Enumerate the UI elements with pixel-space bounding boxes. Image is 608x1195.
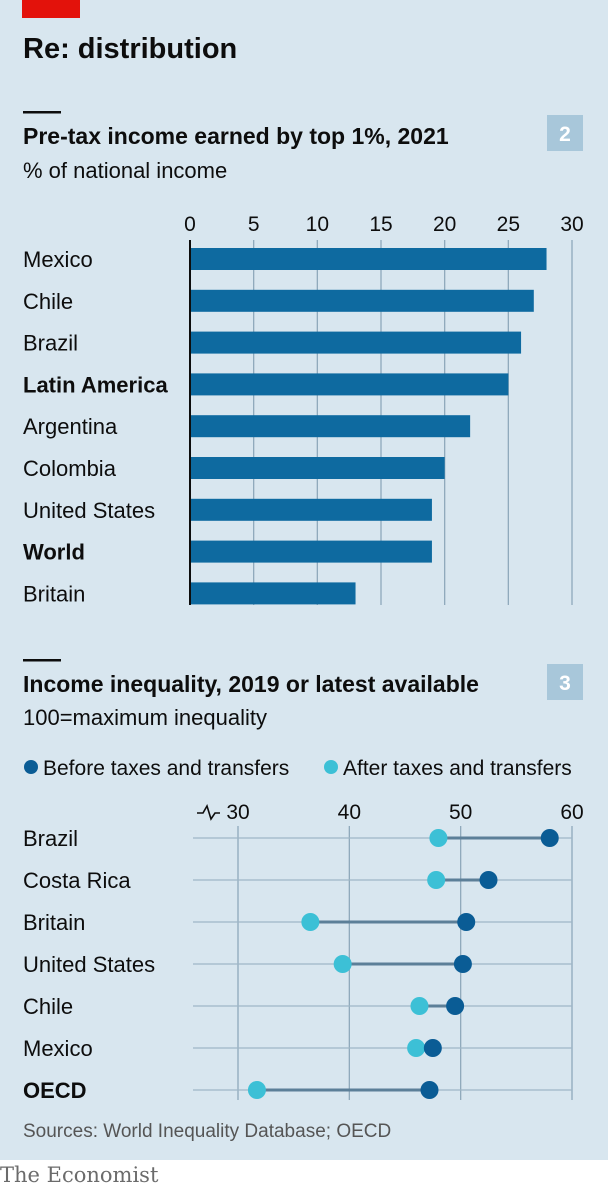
dot-category-label: Chile [23,994,73,1019]
dot-category-label: Brazil [23,826,78,851]
bar-category-label: Brazil [23,331,78,356]
dumbbell-chart: 30 40 50 60 Brazil Costa Rica Britain United St… [23,801,584,1103]
source-note: Sources: World Inequality Database; OECD [23,1121,391,1142]
bar-x-tick-label: 25 [497,213,520,236]
dot-x-tick-label: 30 [226,801,249,824]
chart3-title: Income inequality, 2019 or latest availa… [23,671,479,697]
after-taxes-point [427,871,446,889]
legend-before-marker [24,760,38,774]
dot-category-label: Britain [23,910,85,935]
bar-x-tick-label: 30 [560,213,583,236]
bar-category-label: United States [23,498,155,523]
bar [190,582,356,605]
chart3-number: 3 [559,672,571,695]
after-taxes-point [301,913,320,931]
axis-break-icon [197,803,220,821]
bar-category-label: Latin America [23,372,168,397]
charts-canvas: Re: distribution Pre-tax income earned b… [23,33,584,1142]
after-taxes-point [247,1081,266,1099]
bar-x-tick-label: 5 [248,213,260,236]
bar-chart: 0 5 10 15 20 25 30 Mexico Chile Brazil Latin Ameri… [23,213,584,606]
bar-x-tick-label: 15 [369,213,392,236]
bar [190,289,534,312]
bar-category-label: Britain [23,581,85,606]
dot-category-label: OECD [23,1078,87,1103]
legend-before-label: Before taxes and transfers [43,757,289,780]
before-taxes-point [446,997,465,1015]
after-taxes-point [407,1039,426,1057]
chart3-number-badge [547,664,583,700]
bar [190,248,547,270]
legend-after-marker [324,760,338,774]
bar [190,540,432,563]
chart2-number: 2 [559,123,571,146]
dot-category-label: Costa Rica [23,868,131,893]
after-taxes-point [429,829,448,847]
bar [190,457,445,479]
bar [190,415,471,438]
bar-x-tick-label: 10 [306,213,329,236]
dot-x-tick-label: 60 [560,801,583,824]
before-taxes-point [420,1081,439,1099]
before-taxes-point [453,955,472,973]
chart3-title-rule [23,659,61,662]
bar-x-tick-label: 0 [184,213,196,236]
before-taxes-point [457,913,476,931]
bar-category-label: Chile [23,289,73,314]
bar-category-label: Argentina [23,414,118,439]
chart2-title-rule [23,111,61,114]
chart3-subtitle: 100=maximum inequality [23,705,267,730]
bar [190,331,522,354]
after-taxes-point [333,955,352,973]
legend-after-label: After taxes and transfers [343,757,572,780]
bar [190,498,432,521]
page-title: Re: distribution [23,33,237,65]
bar-category-label: Colombia [23,456,117,481]
chart2-title: Pre-tax income earned by top 1%, 2021 [23,123,449,149]
dot-x-tick-label: 50 [449,801,472,824]
bar-category-label: Mexico [23,247,93,272]
brand-red-tag [22,0,80,18]
dot-x-tick-label: 40 [338,801,361,824]
chart2-number-badge [547,115,583,151]
before-taxes-point [423,1039,442,1057]
chart-panel [0,0,608,1160]
footer-logo: The Economist [0,1163,159,1187]
before-taxes-point [540,829,559,847]
after-taxes-point [410,997,429,1015]
dot-category-label: United States [23,952,155,977]
bar-x-tick-label: 20 [433,213,456,236]
dot-category-label: Mexico [23,1036,93,1061]
before-taxes-point [479,871,498,889]
chart2-subtitle: % of national income [23,158,227,183]
bar-category-label: World [23,540,85,565]
bar [190,373,509,396]
